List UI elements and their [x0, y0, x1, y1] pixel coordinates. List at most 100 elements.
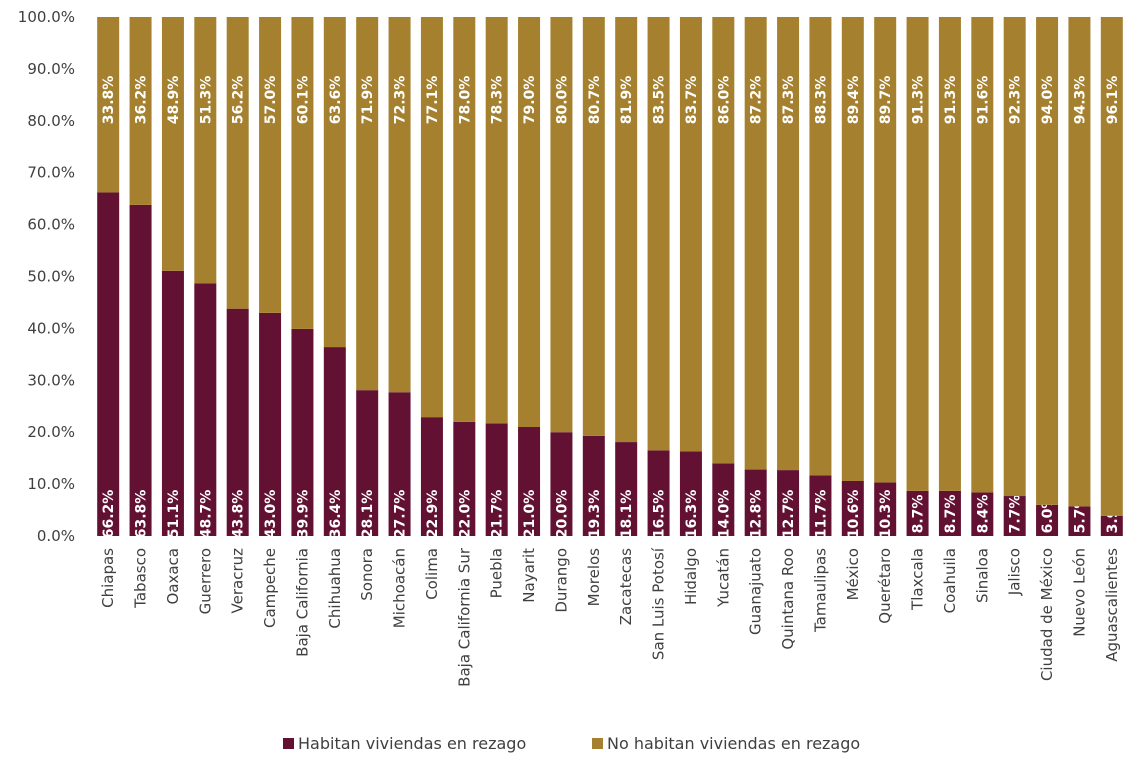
category-label: Morelos: [585, 548, 603, 607]
bar-segment-rezago: [906, 490, 929, 536]
bar-segment-rezago: [777, 470, 800, 536]
category-label: Chiapas: [99, 548, 117, 608]
bar-segment-no-rezago: [356, 17, 379, 391]
legend-swatch: [592, 738, 603, 749]
bar-segment-rezago: [1100, 515, 1123, 536]
bar-segment-no-rezago: [809, 17, 832, 476]
data-label: 36.4%: [328, 490, 344, 539]
data-label: 43.8%: [231, 490, 247, 539]
category-label: Aguascalientes: [1103, 548, 1121, 662]
category-label: México: [844, 548, 862, 600]
bar-segment-no-rezago: [259, 17, 282, 313]
bar-segment-no-rezago: [938, 17, 961, 491]
bar-segment-rezago: [518, 427, 541, 536]
bar-segment-rezago: [97, 192, 120, 536]
bar-segment-rezago: [841, 480, 864, 536]
data-label: 78.3%: [490, 76, 506, 125]
bar-segment-no-rezago: [582, 17, 605, 436]
data-label: 88.3%: [813, 76, 829, 125]
bar-segment-rezago: [194, 283, 217, 536]
data-label: 96.1%: [1105, 76, 1121, 125]
bar-segment-no-rezago: [679, 17, 702, 452]
data-label: 43.0%: [263, 490, 279, 539]
bar-segment-no-rezago: [1003, 17, 1026, 497]
bar-segment-rezago: [129, 204, 152, 537]
data-label: 94.3%: [1072, 76, 1088, 125]
category-label: San Luis Potosí: [650, 547, 668, 660]
bar-segment-no-rezago: [388, 17, 411, 393]
category-label: Nuevo León: [1070, 548, 1088, 637]
bar-segment-no-rezago: [97, 17, 120, 193]
bar-segment-rezago: [323, 347, 346, 536]
category-label: Sinaloa: [973, 548, 991, 603]
bar-segment-no-rezago: [744, 17, 767, 470]
x-axis: Chiapas Tabasco Oaxaca Guerrero Veracruz Camp…: [99, 547, 1121, 687]
data-label: 8.7%: [911, 495, 927, 534]
bar-segment-no-rezago: [1036, 17, 1059, 505]
bar-segment-no-rezago: [226, 17, 249, 309]
data-label: 71.9%: [360, 76, 376, 125]
data-label: 91.3%: [943, 76, 959, 125]
bar-segment-no-rezago: [485, 17, 508, 424]
category-label: Baja California Sur: [455, 547, 473, 687]
data-label: 12.7%: [781, 490, 797, 539]
bar-segment-rezago: [582, 435, 605, 536]
data-label: 14.0%: [716, 490, 732, 539]
data-label: 28.1%: [360, 490, 376, 539]
data-label: 22.9%: [425, 490, 441, 539]
data-label: 57.0%: [263, 76, 279, 125]
data-label: 11.7%: [813, 490, 829, 539]
category-label: Guerrero: [196, 548, 214, 614]
bar-segment-no-rezago: [453, 17, 476, 422]
data-label: 8.7%: [943, 495, 959, 534]
bar-segment-no-rezago: [615, 17, 638, 443]
data-label: 12.8%: [749, 490, 765, 539]
data-label: 18.1%: [619, 490, 635, 539]
y-tick-label: 50.0%: [27, 268, 75, 286]
data-label: 86.0%: [716, 76, 732, 125]
legend-label: No habitan viviendas en rezago: [607, 734, 860, 753]
bar-segment-rezago: [356, 390, 379, 536]
bar-segment-rezago: [1003, 496, 1026, 536]
bar-segment-rezago: [938, 490, 961, 536]
bar-segment-rezago: [712, 463, 735, 536]
bar-segment-no-rezago: [777, 17, 800, 471]
bar-segment-rezago: [1068, 506, 1091, 536]
data-label: 16.3%: [684, 490, 700, 539]
bar-segment-no-rezago: [518, 17, 541, 428]
bar-segment-rezago: [1036, 504, 1059, 536]
category-label: Chihuahua: [326, 548, 344, 629]
category-label: Tabasco: [132, 548, 150, 609]
y-tick-label: 80.0%: [27, 112, 75, 130]
bar-segment-no-rezago: [1100, 17, 1123, 516]
data-label: 78.0%: [457, 76, 473, 125]
category-label: Sonora: [358, 548, 376, 601]
data-label: 56.2%: [231, 76, 247, 125]
data-label: 63.6%: [328, 76, 344, 125]
y-tick-label: 60.0%: [27, 216, 75, 234]
bar-segment-rezago: [161, 270, 184, 536]
y-tick-label: 0.0%: [37, 527, 75, 545]
data-label: 51.3%: [198, 76, 214, 125]
data-label: 21.0%: [522, 490, 538, 539]
data-label: 21.7%: [490, 490, 506, 539]
bar-segment-no-rezago: [906, 17, 929, 491]
bar-segment-no-rezago: [1068, 17, 1091, 507]
bar-segment-no-rezago: [129, 17, 152, 205]
data-label: 20.0%: [554, 490, 570, 539]
data-label: 94.0%: [1040, 76, 1056, 125]
category-label: Nayarit: [520, 548, 538, 603]
bar-segment-rezago: [809, 475, 832, 536]
category-label: Campeche: [261, 548, 279, 628]
y-tick-label: 90.0%: [27, 60, 75, 78]
data-label: 19.3%: [587, 490, 603, 539]
data-label: 83.7%: [684, 76, 700, 125]
legend-label: Habitan viviendas en rezago: [298, 734, 526, 753]
data-label: 63.8%: [134, 490, 150, 539]
data-label: 10.3%: [878, 490, 894, 539]
category-label: Querétaro: [876, 548, 894, 624]
bar-segment-no-rezago: [841, 17, 864, 481]
y-tick-label: 30.0%: [27, 371, 75, 389]
data-label: 39.9%: [295, 490, 311, 539]
data-label: 48.9%: [166, 76, 182, 125]
